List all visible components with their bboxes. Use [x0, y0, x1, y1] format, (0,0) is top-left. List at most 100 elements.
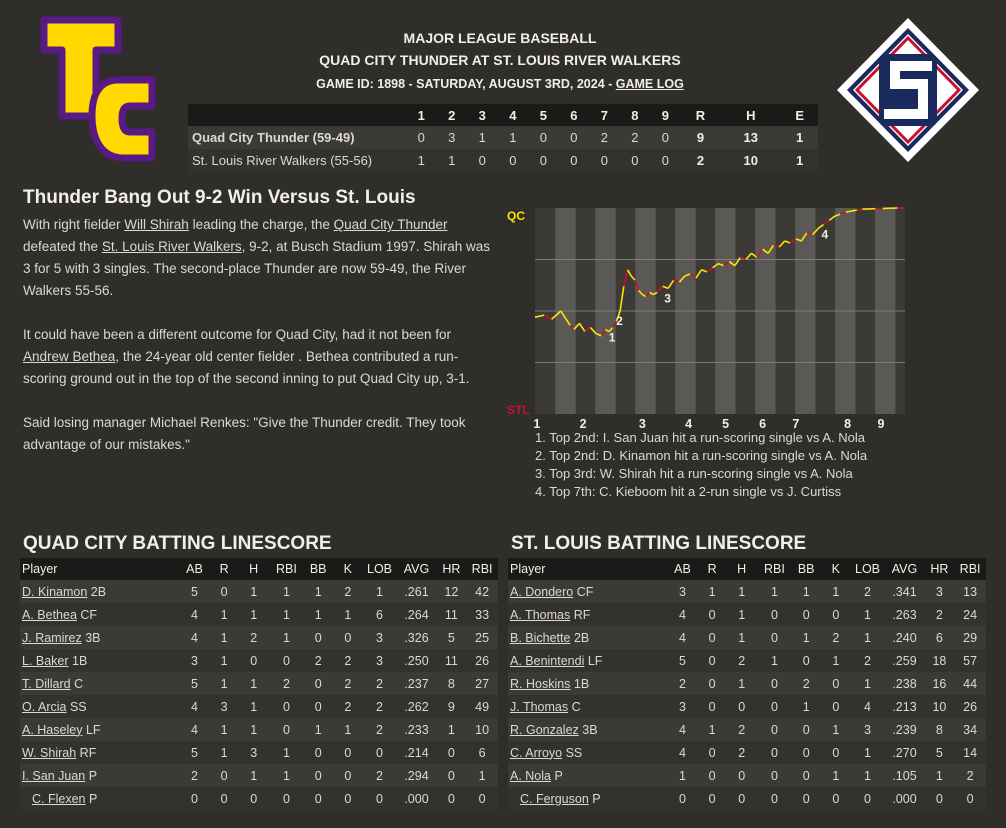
player-link[interactable]: W. Shirah: [22, 745, 77, 760]
player-link[interactable]: R. Hoskins: [510, 676, 571, 691]
player-link[interactable]: J. Thomas: [510, 699, 569, 714]
scoring-play: 1. Top 2nd: I. San Juan hit a run-scorin…: [535, 430, 866, 445]
stat-cell: .105: [884, 764, 925, 787]
stat-cell: 1: [237, 764, 270, 787]
chart-series-segment: [851, 209, 858, 212]
scoring-play: 2. Top 2nd: D. Kinamon hit a run-scoring…: [535, 448, 868, 463]
player-link[interactable]: A. Nola: [510, 768, 551, 783]
team-link[interactable]: Quad City Thunder: [333, 217, 448, 232]
player-link[interactable]: A. Benintendi: [510, 653, 585, 668]
batting-header-row: Player AB R H RBI BB K LOB AVG HR RBI: [508, 558, 986, 580]
player-link[interactable]: A. Thomas: [510, 607, 571, 622]
total-errors: 1: [781, 126, 818, 149]
chart-series-segment: [543, 314, 553, 320]
player-position: CF: [80, 607, 98, 622]
stat-cell: 0: [436, 741, 467, 764]
batting-row: C. Arroyo SS 4 0 2 0 0 0 1.270 5 14: [508, 741, 986, 764]
stl-batting-table: Player AB R H RBI BB K LOB AVG HR RBI A. Dondero CF…: [508, 558, 986, 810]
batting-header: LOB: [362, 558, 397, 580]
player-link[interactable]: Will Shirah: [124, 217, 189, 232]
player-link[interactable]: D. Kinamon: [22, 584, 88, 599]
chart-series-segment: [534, 314, 545, 318]
player-link[interactable]: O. Arcia: [22, 699, 67, 714]
inning-runs: 0: [406, 126, 437, 149]
stat-cell: 0: [820, 672, 851, 695]
chart-series-segment: [615, 310, 621, 322]
player-position: P: [592, 791, 601, 806]
game-log-link[interactable]: GAME LOG: [615, 77, 684, 91]
player-link[interactable]: A. Dondero: [510, 584, 574, 599]
batting-header: H: [725, 558, 758, 580]
stat-cell: 5: [666, 649, 699, 672]
stat-cell: 0: [303, 672, 333, 695]
player-link[interactable]: C. Ferguson: [520, 791, 589, 806]
linescore-header: 3: [467, 104, 498, 126]
stat-cell: 1: [725, 580, 758, 603]
text: With right fielder: [23, 217, 125, 232]
stat-cell: 27: [466, 672, 498, 695]
chart-series-segment: [701, 269, 708, 273]
stat-cell: 0: [303, 741, 333, 764]
chart-series-segment: [678, 275, 686, 283]
player-link[interactable]: A. Haseley: [22, 722, 83, 737]
stat-cell: 1: [725, 672, 758, 695]
chart-series-segment: [689, 273, 697, 279]
player-link[interactable]: T. Dillard: [22, 676, 71, 691]
stat-cell: 0: [269, 649, 304, 672]
player-link[interactable]: B. Bichette: [510, 630, 571, 645]
batting-row: C. Ferguson P 0 0 0 0 0 0 0.000 0 0: [508, 787, 986, 810]
stat-cell: 1: [757, 580, 792, 603]
linescore-header-row: 1 2 3 4 5 6 7 8 9 R H E: [188, 104, 818, 126]
stat-cell: 0: [698, 672, 726, 695]
player-link[interactable]: Andrew Bethea: [23, 349, 116, 364]
stat-cell: 0: [303, 764, 333, 787]
stat-cell: 2: [924, 603, 955, 626]
player-position: SS: [69, 699, 87, 714]
total-runs: 9: [680, 126, 721, 149]
player-link[interactable]: L. Baker: [22, 653, 69, 668]
stat-cell: 0: [210, 787, 238, 810]
batting-row: L. Baker 1B 3 1 0 0 2 2 3.250 11 26: [20, 649, 498, 672]
stat-cell: 0: [666, 787, 699, 810]
chart-series-segment: [600, 329, 606, 337]
stat-cell: 1: [332, 718, 363, 741]
inning-runs: 1: [497, 126, 529, 149]
stat-cell: 0: [436, 764, 467, 787]
stat-cell: 16: [924, 672, 955, 695]
stat-cell: 4: [666, 741, 699, 764]
stat-cell: 5: [436, 626, 467, 649]
player-link[interactable]: I. San Juan: [22, 768, 86, 783]
stat-cell: 1: [269, 626, 304, 649]
batting-row: R. Hoskins 1B 2 0 1 0 2 0 1.238 16 44: [508, 672, 986, 695]
player-cell: O. Arcia SS: [20, 695, 179, 718]
player-link[interactable]: C. Arroyo: [510, 745, 563, 760]
chart-series-segment: [811, 228, 819, 236]
chart-annotation-label: 2: [616, 314, 623, 328]
player-link[interactable]: A. Bethea: [22, 607, 77, 622]
player-link[interactable]: J. Ramirez: [22, 630, 82, 645]
chart-series-segment: [789, 238, 797, 244]
player-link[interactable]: R. Gonzalez: [510, 722, 579, 737]
player-link[interactable]: C. Flexen: [32, 791, 86, 806]
team-link[interactable]: St. Louis River Walkers: [101, 239, 242, 254]
stat-cell: 1: [269, 603, 304, 626]
inning-runs: 3: [436, 126, 468, 149]
player-cell: C. Flexen P: [20, 787, 179, 810]
stat-cell: 2: [332, 649, 363, 672]
stat-cell: 25: [466, 626, 498, 649]
stat-cell: 5: [178, 741, 211, 764]
linescore-header: E: [781, 104, 818, 126]
linescore-row-home: St. Louis River Walkers (55-56) 1 1 0 0 …: [188, 149, 818, 172]
stat-cell: 3: [666, 695, 699, 718]
stat-cell: 0: [820, 603, 851, 626]
stat-cell: 1: [303, 580, 333, 603]
article-paragraph: Said losing manager Michael Renkes: "Giv…: [23, 415, 466, 452]
stat-cell: 0: [332, 626, 363, 649]
chart-x-tick-label: 5: [722, 417, 729, 430]
chart-series-segment: [717, 262, 724, 267]
player-position: 3B: [582, 722, 598, 737]
player-cell: J. Thomas C: [508, 695, 667, 718]
total-errors: 1: [781, 149, 818, 172]
chart-series-segment: [723, 260, 730, 267]
inning-runs: 1: [436, 149, 468, 172]
